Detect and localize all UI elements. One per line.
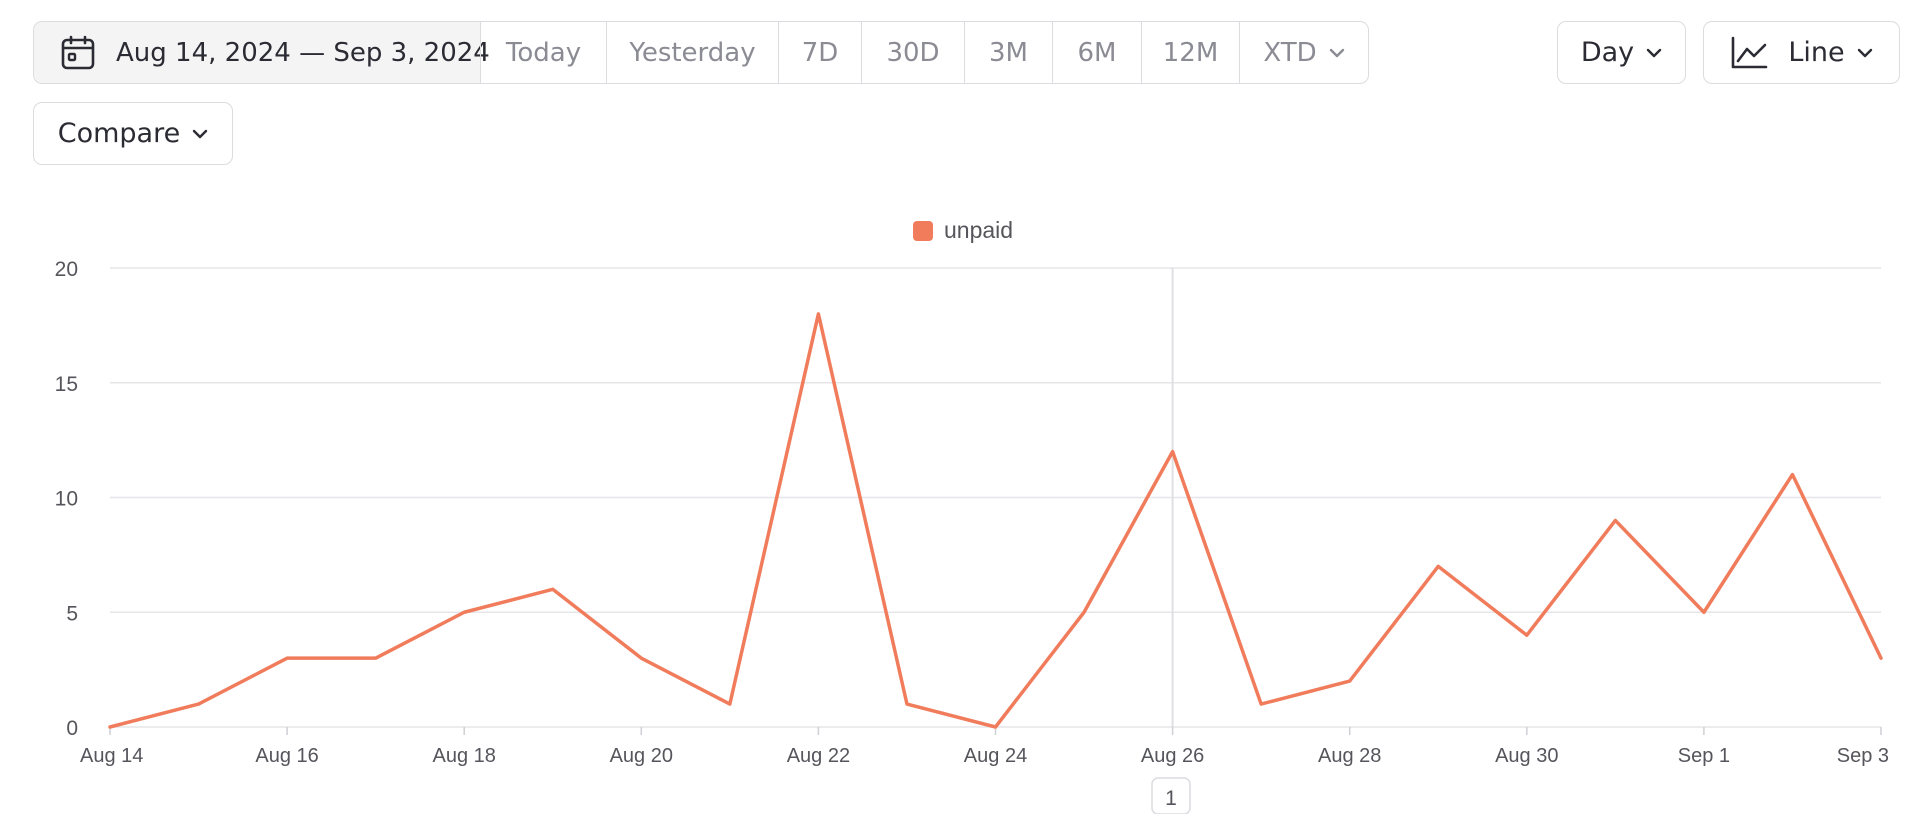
page-number: 1 bbox=[1165, 787, 1177, 810]
series-line bbox=[108, 312, 1883, 729]
chevron-down-icon bbox=[1329, 48, 1345, 58]
preset-xtd-label: XTD bbox=[1263, 37, 1317, 68]
line-chart: 0 5 10 15 20 Aug 14 Aug 16 Aug 18 Aug 20 Aug 22 Au… bbox=[55, 217, 1889, 815]
chart-area: 0 5 10 15 20 Aug 14 Aug 16 Aug 18 Aug 20 Aug 22 Au… bbox=[0, 200, 1932, 815]
calendar-icon bbox=[61, 35, 95, 69]
x-tick-label: Sep 3 bbox=[1837, 745, 1889, 767]
date-range-bar: Aug 14, 2024 — Sep 3, 2024 Today Yesterd… bbox=[33, 21, 1369, 84]
x-tick-label: Aug 24 bbox=[964, 745, 1027, 767]
chart-type-dropdown[interactable]: Line bbox=[1703, 21, 1900, 84]
x-tick-label: Sep 1 bbox=[1678, 745, 1730, 767]
x-tick-label: Aug 20 bbox=[610, 745, 673, 767]
compare-dropdown[interactable]: Compare bbox=[33, 102, 233, 165]
chevron-down-icon bbox=[1646, 48, 1662, 58]
preset-12m[interactable]: 12M bbox=[1141, 22, 1239, 83]
x-tick-label: Aug 14 bbox=[80, 745, 143, 767]
x-tick-label: Aug 28 bbox=[1318, 745, 1381, 767]
x-tick-label: Aug 26 bbox=[1141, 745, 1204, 767]
preset-today[interactable]: Today bbox=[480, 22, 606, 83]
y-tick-label: 10 bbox=[55, 488, 78, 511]
compare-label: Compare bbox=[57, 118, 181, 149]
preset-3m[interactable]: 3M bbox=[964, 22, 1052, 83]
x-tick-label: Aug 22 bbox=[787, 745, 850, 767]
preset-6m[interactable]: 6M bbox=[1052, 22, 1141, 83]
date-range-label: Aug 14, 2024 — Sep 3, 2024 bbox=[116, 37, 490, 68]
chevron-down-icon bbox=[1857, 48, 1873, 58]
x-tick-label: Aug 18 bbox=[433, 745, 496, 767]
date-range-picker[interactable]: Aug 14, 2024 — Sep 3, 2024 bbox=[34, 22, 490, 83]
x-tick-label: Aug 16 bbox=[255, 745, 318, 767]
preset-yesterday[interactable]: Yesterday bbox=[606, 22, 778, 83]
y-tick-label: 15 bbox=[55, 373, 78, 396]
legend-swatch[interactable] bbox=[913, 221, 933, 241]
preset-xtd[interactable]: XTD bbox=[1239, 22, 1368, 83]
y-tick-label: 5 bbox=[66, 602, 78, 625]
preset-30d[interactable]: 30D bbox=[861, 22, 964, 83]
y-tick-label: 20 bbox=[55, 258, 78, 281]
interval-dropdown[interactable]: Day bbox=[1557, 21, 1686, 84]
preset-7d[interactable]: 7D bbox=[778, 22, 861, 83]
line-chart-icon bbox=[1730, 36, 1768, 70]
chart-type-label: Line bbox=[1788, 37, 1845, 68]
legend-label: unpaid bbox=[944, 217, 1013, 243]
interval-label: Day bbox=[1580, 37, 1635, 68]
chevron-down-icon bbox=[192, 129, 208, 139]
y-tick-label: 0 bbox=[66, 717, 78, 740]
x-tick-label: Aug 30 bbox=[1495, 745, 1558, 767]
